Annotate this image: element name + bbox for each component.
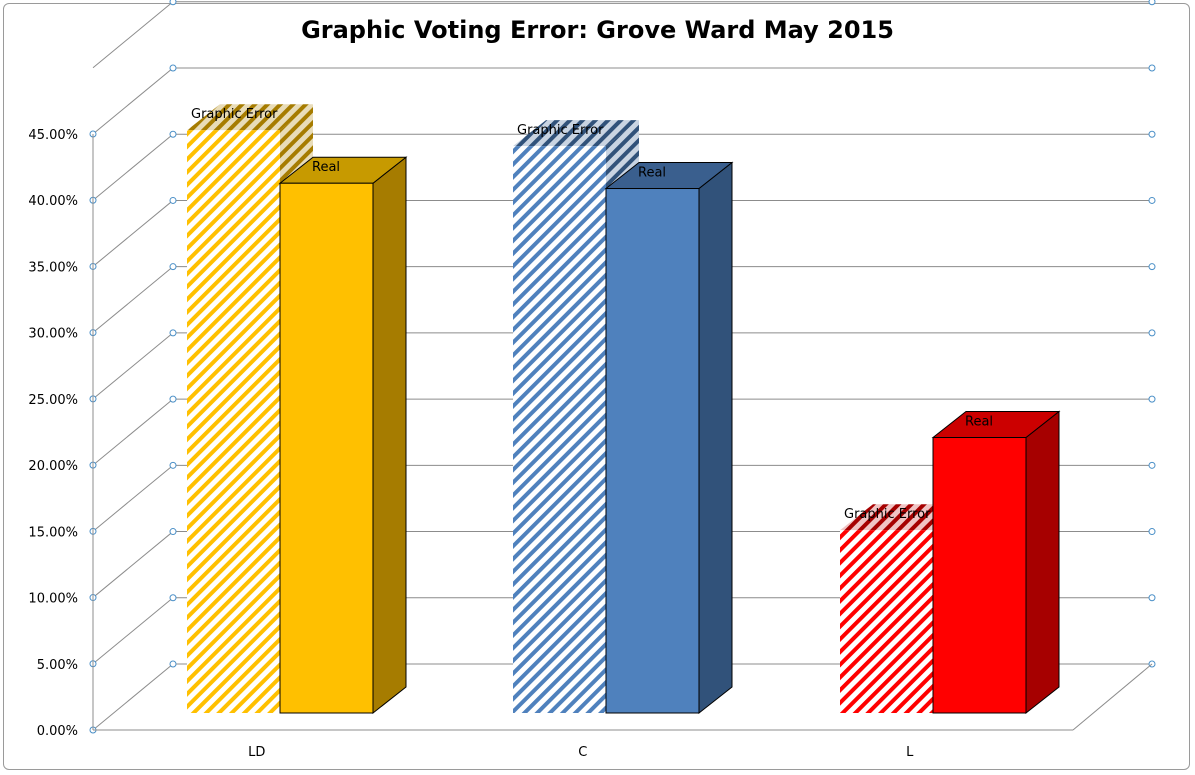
tick-marker: [1148, 0, 1156, 6]
tick-marker: [169, 130, 177, 138]
side-wall-line: [92, 266, 174, 334]
tick-marker: [1148, 196, 1156, 204]
tick-marker: [169, 594, 177, 602]
bar-data-label: Real: [312, 160, 340, 175]
y-tick-label: 0.00%: [37, 724, 78, 739]
bar-data-label: Real: [965, 415, 993, 430]
side-wall-line: [92, 133, 174, 201]
tick-marker: [1148, 329, 1156, 337]
bar-data-label: Graphic Error: [191, 107, 278, 122]
x-category-label: LD: [248, 745, 265, 760]
floor-edge: [1072, 663, 1153, 731]
tick-marker: [169, 660, 177, 668]
x-category-label: L: [906, 745, 914, 760]
tick-marker: [1148, 64, 1156, 72]
side-wall-line: [92, 398, 174, 466]
y-tick-label: 25.00%: [28, 393, 78, 408]
bar-data-label: Graphic Error: [517, 123, 604, 138]
y-tick-label: 5.00%: [37, 658, 78, 673]
bar-face: [605, 188, 700, 714]
bar-face: [279, 182, 374, 714]
bar-side: [372, 156, 407, 715]
y-tick-label: 20.00%: [28, 459, 78, 474]
y-tick-label: 10.00%: [28, 592, 78, 607]
side-wall-line: [92, 1, 174, 69]
y-tick-label: 45.00%: [28, 128, 78, 143]
y-tick-label: 30.00%: [28, 327, 78, 342]
bar-face: [840, 530, 933, 713]
bar-data-label: Graphic Error: [844, 507, 931, 522]
bar-side: [1025, 410, 1060, 715]
tick-marker: [1148, 130, 1156, 138]
bars: Graphic Error Real Graphic Error Real Graphi…: [187, 104, 1061, 715]
tick-marker: [1148, 461, 1156, 469]
side-wall-line: [92, 663, 174, 731]
bar-side: [698, 161, 733, 715]
tick-marker: [169, 196, 177, 204]
tick-marker: [1148, 395, 1156, 403]
side-wall-line: [92, 531, 174, 598]
bar-C-real: Real: [604, 161, 734, 715]
chart-title: Graphic Voting Error: Grove Ward May 201…: [301, 16, 894, 44]
tick-marker: [169, 263, 177, 271]
bar-top: [513, 120, 639, 147]
tick-marker: [1148, 594, 1156, 602]
bar-face: [932, 437, 1027, 714]
tick-marker: [169, 528, 177, 536]
bar-LD-real: Real: [278, 156, 408, 715]
bar-top: [187, 104, 313, 131]
tick-marker: [169, 64, 177, 72]
y-tick-label: 15.00%: [28, 525, 78, 540]
tick-marker: [169, 329, 177, 337]
tick-marker: [1148, 528, 1156, 536]
y-tick-label: 35.00%: [28, 260, 78, 275]
y-axis-ticks: 0.00% 5.00% 10.00% 15.00% 20.00% 25.00% 30.00%…: [28, 128, 78, 739]
bar-L-real: Real: [931, 410, 1061, 715]
tick-marker: [169, 461, 177, 469]
tick-marker: [1148, 263, 1156, 271]
side-wall-line: [92, 200, 174, 267]
tick-marker: [169, 0, 177, 6]
side-wall-line: [92, 332, 174, 400]
side-wall-line: [92, 464, 174, 532]
side-wall-line: [92, 67, 174, 135]
bar-face: [513, 146, 606, 714]
side-wall-line: [92, 597, 174, 665]
bar-face: [187, 130, 280, 713]
x-category-label: C: [578, 745, 587, 760]
y-tick-label: 40.00%: [28, 194, 78, 209]
x-axis-categories: LD C L: [248, 745, 914, 760]
bar-data-label: Real: [638, 166, 666, 181]
tick-marker: [169, 395, 177, 403]
